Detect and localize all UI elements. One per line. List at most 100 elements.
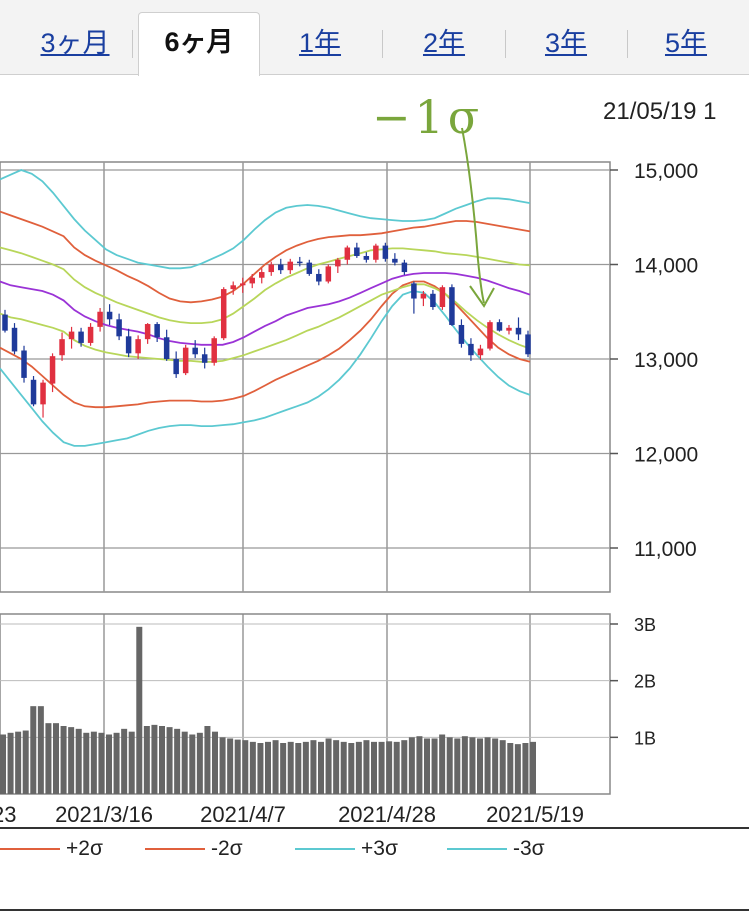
volume-bar <box>7 732 14 794</box>
volume-bar <box>98 732 105 794</box>
x-tick-label: 2021/4/28 <box>338 802 436 827</box>
candle-body <box>258 272 265 278</box>
band-up2 <box>0 210 531 304</box>
legend-line <box>447 848 507 851</box>
x-tick-label: 2021/5/19 <box>486 802 584 827</box>
tab-1-year[interactable]: 1年 <box>298 28 342 58</box>
candle <box>278 258 284 274</box>
candle-body <box>487 322 493 349</box>
volume-bar <box>265 741 271 794</box>
candle-body <box>116 319 122 337</box>
volume-bar <box>416 736 423 794</box>
tab-6-months[interactable]: 6ヶ月 <box>138 12 260 76</box>
candle <box>335 257 341 274</box>
candle <box>525 330 531 358</box>
candle <box>220 287 227 341</box>
candle-body <box>11 327 18 352</box>
candlestick-series <box>2 242 531 418</box>
tab-3-months[interactable]: 3ヶ月 <box>40 28 110 58</box>
volume-bar <box>90 731 97 794</box>
candle <box>2 309 8 333</box>
candle <box>211 336 217 366</box>
volume-bar <box>151 724 158 794</box>
candle-body <box>21 350 27 378</box>
legend-line <box>145 848 205 851</box>
volume-bar <box>446 737 453 794</box>
volume-bar <box>499 740 506 794</box>
volume-tick-label: 2B <box>634 672 656 692</box>
volume-tick-label: 1B <box>634 728 656 748</box>
volume-bar <box>492 738 499 794</box>
candle <box>382 242 389 262</box>
volume-bar <box>37 706 44 794</box>
volume-bar <box>30 706 37 794</box>
candle-body <box>401 262 408 273</box>
candle-body <box>125 336 132 354</box>
x-tick-label: 23 <box>0 802 16 827</box>
candle <box>106 304 113 325</box>
candle-body <box>306 262 313 274</box>
tab-separator <box>132 30 133 58</box>
candle <box>30 376 37 407</box>
volume-bar <box>181 731 188 794</box>
candle-body <box>325 266 332 282</box>
candle-body <box>297 261 303 264</box>
candle <box>49 353 56 393</box>
band-up3 <box>0 169 531 270</box>
candle-body <box>182 347 189 374</box>
volume-bar <box>439 734 446 794</box>
candle <box>249 273 255 289</box>
candle-body <box>392 258 398 263</box>
candle-body <box>78 331 84 343</box>
volume-bar <box>189 734 196 794</box>
candle-body <box>173 359 179 375</box>
candle-body <box>211 338 217 363</box>
volume-bar <box>378 741 385 794</box>
candle-body <box>468 343 474 356</box>
chart-grid <box>0 161 611 795</box>
candle-body <box>449 287 455 325</box>
candle <box>506 324 512 335</box>
volume-bar <box>196 732 203 794</box>
x-tick-label: 2021/4/7 <box>200 802 286 827</box>
legend-line <box>0 848 60 851</box>
tab-3-years[interactable]: 3年 <box>544 28 588 58</box>
volume-tick-label: 3B <box>634 615 656 635</box>
tab-separator <box>505 30 506 58</box>
candle <box>401 259 408 275</box>
tab-2-years[interactable]: 2年 <box>422 28 466 58</box>
candle <box>373 243 379 263</box>
candle <box>354 242 360 258</box>
candle <box>430 290 436 310</box>
candle <box>182 344 189 376</box>
candle <box>201 347 208 369</box>
volume-bar <box>136 626 143 794</box>
volume-bar <box>60 726 67 794</box>
candle <box>173 351 179 378</box>
volume-bar <box>340 741 347 794</box>
candle <box>68 326 75 349</box>
volume-bar <box>75 728 82 794</box>
volume-bar <box>83 732 90 794</box>
volume-bar <box>227 738 234 794</box>
candle <box>458 319 465 348</box>
candle-body <box>506 327 512 331</box>
candle <box>239 277 246 293</box>
annotation-arrowhead <box>469 285 495 308</box>
volume-bar <box>159 726 165 794</box>
candle <box>392 253 398 266</box>
price-tick-label: 15,000 <box>634 160 698 183</box>
tab-5-years[interactable]: 5年 <box>664 28 708 58</box>
candle <box>59 332 65 361</box>
volume-bar <box>113 732 120 794</box>
annotation-arrow <box>461 127 485 304</box>
volume-bar <box>310 740 317 794</box>
candle-body <box>316 273 322 282</box>
volume-bar <box>128 731 135 794</box>
volume-bar <box>514 744 521 794</box>
candle <box>306 259 313 276</box>
candle-body <box>268 264 275 273</box>
volume-bar <box>408 737 415 794</box>
price-panel-frame <box>0 161 611 593</box>
candle-body <box>106 311 113 320</box>
